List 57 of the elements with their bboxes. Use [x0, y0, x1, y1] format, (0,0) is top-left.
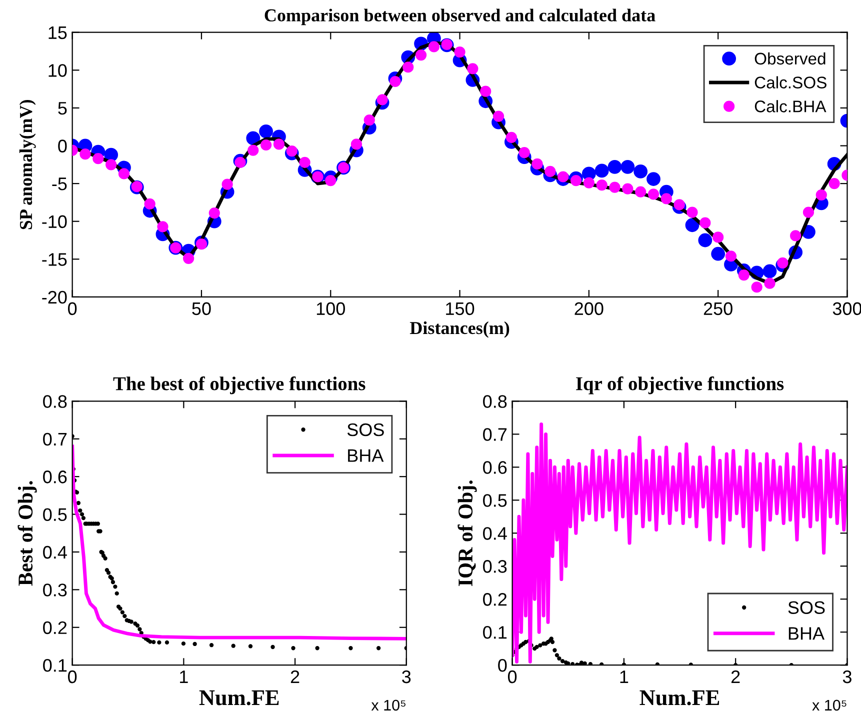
y-tick-label: 0.1	[483, 626, 507, 639]
legend-label: SOS	[788, 601, 825, 614]
y-tick-label: 0.6	[483, 461, 507, 474]
y-tick-label: 0	[58, 140, 67, 152]
y-tick-label: 0.7	[43, 432, 67, 446]
legend-label: Calc.SOS	[754, 76, 826, 88]
y-axis-title: SP anomaly(mV)	[19, 100, 36, 230]
x-tick-label: 1	[620, 670, 628, 684]
y-tick-label: 0.6	[43, 470, 67, 484]
x-tick-label: 0	[68, 670, 77, 684]
legend-label: BHA	[788, 627, 825, 640]
x-tick-label: 200	[574, 302, 604, 316]
y-tick-label: -5	[52, 178, 67, 190]
x-tick-label: 0	[508, 670, 517, 684]
text: x 10⁵	[812, 700, 846, 711]
y-tick-label: 0.7	[483, 428, 507, 441]
y-tick-label: -10	[42, 215, 67, 228]
y-tick-label: 0.4	[483, 527, 507, 540]
y-tick-label: 0.3	[43, 584, 67, 596]
y-axis-title: Best of Obj.	[18, 481, 37, 586]
y-tick-label: -20	[42, 290, 67, 304]
chart-title: The best of objective functions	[113, 376, 366, 394]
x-tick-label: 250	[704, 302, 732, 316]
x-axis-title: Num.FE	[199, 690, 279, 706]
y-axis-title: IQR of Obj.	[458, 480, 477, 586]
y-tick-label: 0.1	[43, 659, 67, 672]
y-tick-label: 0.2	[43, 621, 67, 634]
x-axis-title: Num.FE	[640, 690, 720, 706]
x-tick-label: 100	[316, 302, 345, 316]
x-tick-label: 3	[842, 670, 852, 684]
x-tick-label: 2	[731, 670, 740, 684]
legend-label: Observed	[754, 52, 826, 65]
text: x 10⁵	[371, 700, 406, 711]
x-tick-label: 3	[402, 670, 411, 684]
legend-label: BHA	[348, 449, 384, 462]
x-tick-label: 50	[192, 302, 211, 316]
y-tick-label: 0.5	[43, 508, 67, 522]
y-tick-label: 0.3	[483, 560, 507, 573]
x-tick-label: 0	[68, 302, 77, 316]
x-axis-title: Distances(m)	[410, 321, 510, 338]
x-tick-label: 2	[290, 670, 300, 684]
x-tick-label: 1	[180, 670, 188, 684]
y-tick-label: 0	[498, 659, 507, 672]
y-tick-label: 5	[58, 102, 67, 115]
y-tick-label: -15	[42, 253, 67, 266]
legend-label: SOS	[347, 423, 384, 436]
legend-label: Calc.BHA	[754, 100, 826, 112]
y-tick-label: 15	[48, 26, 67, 40]
chart-title: Comparison between observed and calculated data	[264, 8, 656, 26]
y-tick-label: 0.8	[483, 395, 507, 408]
y-tick-label: 0.4	[43, 546, 67, 559]
y-tick-label: 0.2	[483, 593, 507, 606]
y-tick-label: 10	[48, 64, 67, 77]
y-tick-label: 0.8	[43, 395, 67, 408]
chart-title: Iqr of objective functions	[576, 376, 784, 394]
x-tick-label: 150	[446, 302, 474, 316]
y-tick-label: 0.5	[483, 494, 507, 507]
